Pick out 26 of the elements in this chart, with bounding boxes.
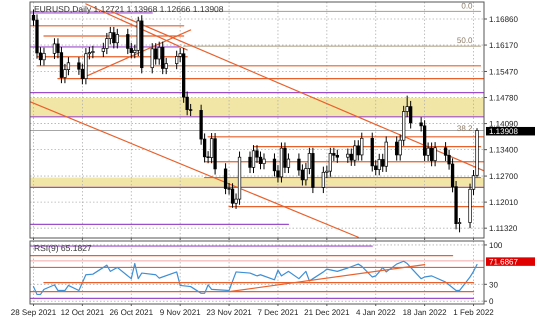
x-tick-label: 4 Jan 2022 <box>356 308 396 317</box>
x-tick-label: 26 Oct 2021 <box>109 308 154 317</box>
y-tick-label: 1.12700 <box>489 172 518 182</box>
y-tick-label: 1.14090 <box>489 120 518 129</box>
y-tick-label: 1.14780 <box>489 94 518 103</box>
x-tick-label: 21 Dec 2021 <box>304 308 350 317</box>
ref-line-label: 71.6867 <box>489 257 518 266</box>
y-tick-label: 1.16860 <box>489 14 518 24</box>
y-tick-label: 1.15470 <box>489 67 518 76</box>
x-tick-label: 12 Oct 2021 <box>60 308 105 317</box>
y-tick-label: 1.13400 <box>489 146 518 155</box>
x-tick-label: 9 Nov 2021 <box>160 308 202 317</box>
annotation: 50.0 <box>456 36 474 46</box>
x-tick-label: 23 Nov 2021 <box>206 308 252 317</box>
y-tick-label: 30 <box>489 280 498 290</box>
x-tick-label: 7 Dec 2021 <box>257 308 299 317</box>
y-tick-label: 1.16170 <box>489 41 518 50</box>
y-tick-label: 0 <box>489 297 494 306</box>
x-tick-label: 1 Feb 2022 <box>453 308 494 317</box>
ref-line-label: 1.13908 <box>489 126 518 136</box>
annotation: 0.0 <box>461 1 474 10</box>
x-tick-label: 28 Sep 2021 <box>10 308 57 317</box>
y-tick-label: 1.12010 <box>489 198 518 208</box>
x-tick-label: 18 Jan 2022 <box>402 308 448 317</box>
y-tick-label: 1.11320 <box>489 224 518 234</box>
y-tick-label: 100 <box>489 240 503 250</box>
